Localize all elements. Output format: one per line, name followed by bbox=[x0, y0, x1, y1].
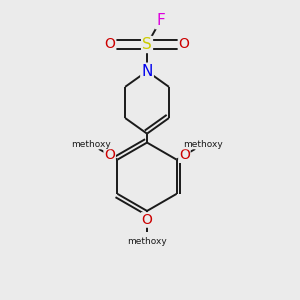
Text: methoxy: methoxy bbox=[71, 140, 111, 149]
Text: O: O bbox=[142, 213, 152, 227]
Text: O: O bbox=[179, 38, 190, 52]
Text: methoxy: methoxy bbox=[183, 140, 223, 149]
Text: O: O bbox=[179, 148, 190, 162]
Text: O: O bbox=[104, 38, 115, 52]
Text: F: F bbox=[156, 13, 165, 28]
Text: N: N bbox=[141, 64, 153, 79]
Text: methoxy: methoxy bbox=[127, 237, 167, 246]
Text: S: S bbox=[142, 37, 152, 52]
Text: O: O bbox=[104, 148, 115, 162]
